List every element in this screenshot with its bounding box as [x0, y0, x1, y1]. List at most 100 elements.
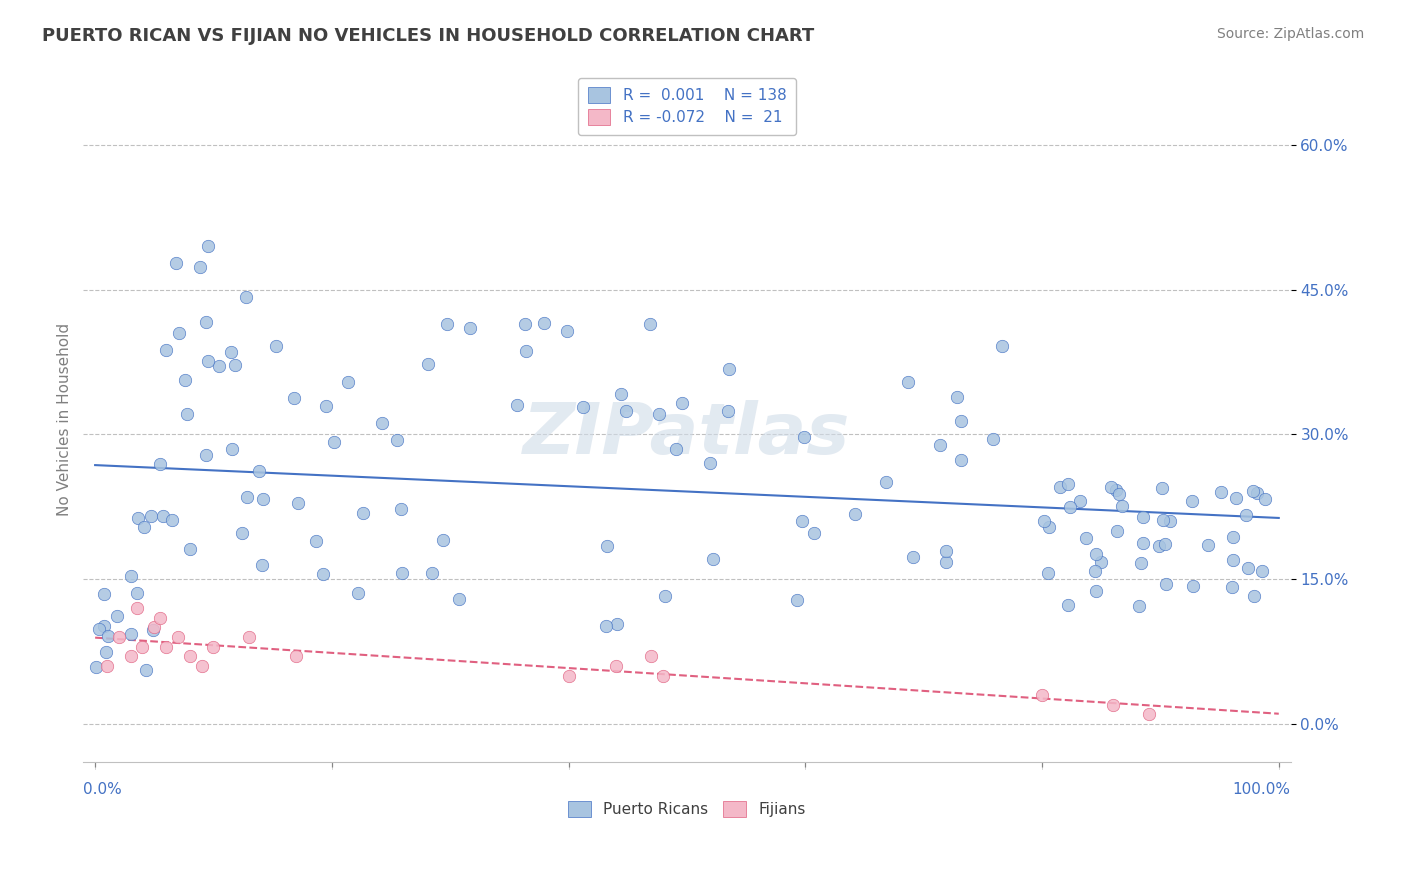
Point [572, 401, 595, 415]
Point [179, 541, 201, 556]
Point [1076, 531, 1098, 545]
Point [638, 318, 661, 332]
Point [875, 475, 897, 489]
Point [1154, 576, 1177, 591]
Point [190, 659, 212, 673]
Point [1090, 555, 1112, 569]
Point [202, 640, 225, 654]
Point [387, 433, 409, 447]
Point [179, 649, 201, 664]
Point [1237, 561, 1260, 575]
Point [1152, 482, 1174, 496]
Point [93, 619, 115, 633]
Point [1084, 564, 1107, 578]
Point [238, 630, 260, 644]
Point [897, 375, 920, 389]
Point [793, 430, 815, 444]
Point [197, 239, 219, 253]
Point [1243, 589, 1265, 603]
Point [1132, 536, 1154, 550]
Point [786, 593, 808, 607]
Text: 0.0%: 0.0% [83, 781, 122, 797]
Point [1032, 514, 1054, 528]
Point [1254, 492, 1277, 507]
Point [283, 391, 305, 405]
Point [458, 321, 481, 335]
Point [1085, 583, 1108, 598]
Point [107, 630, 129, 644]
Point [702, 551, 724, 566]
Point [1132, 510, 1154, 524]
Point [665, 442, 688, 456]
Point [149, 611, 172, 625]
Point [1099, 480, 1122, 494]
Point [315, 399, 337, 413]
Point [105, 609, 128, 624]
Point [264, 339, 287, 353]
Point [1251, 564, 1274, 578]
Point [252, 491, 274, 506]
Point [287, 496, 309, 510]
Point [149, 457, 172, 471]
Point [1036, 566, 1059, 580]
Point [595, 618, 617, 632]
Point [1102, 698, 1125, 712]
Point [1031, 688, 1053, 702]
Point [152, 509, 174, 524]
Point [1234, 508, 1257, 523]
Point [792, 514, 814, 528]
Point [648, 407, 671, 421]
Point [87, 622, 110, 636]
Point [155, 640, 177, 654]
Point [176, 407, 198, 421]
Point [127, 510, 149, 524]
Point [141, 509, 163, 524]
Point [1152, 513, 1174, 527]
Point [235, 290, 257, 304]
Point [718, 362, 741, 376]
Point [120, 649, 142, 664]
Y-axis label: No Vehicles in Household: No Vehicles in Household [58, 324, 72, 516]
Point [420, 566, 443, 580]
Point [513, 317, 536, 331]
Point [134, 519, 156, 533]
Point [929, 438, 952, 452]
Point [125, 601, 148, 615]
Point [97, 629, 120, 643]
Text: 100.0%: 100.0% [1233, 781, 1291, 797]
Point [195, 315, 218, 329]
Point [1222, 553, 1244, 567]
Point [143, 620, 166, 634]
Point [803, 526, 825, 541]
Point [131, 640, 153, 654]
Point [285, 649, 308, 664]
Point [436, 318, 458, 332]
Point [221, 442, 243, 456]
Point [125, 586, 148, 600]
Point [188, 260, 211, 274]
Point [305, 533, 328, 548]
Point [1246, 486, 1268, 500]
Text: Source: ZipAtlas.com: Source: ZipAtlas.com [1216, 27, 1364, 41]
Point [1107, 524, 1129, 538]
Point [249, 464, 271, 478]
Point [1069, 494, 1091, 508]
Point [167, 326, 190, 341]
Point [418, 357, 440, 371]
Point [322, 435, 344, 450]
Point [195, 448, 218, 462]
Point [1105, 483, 1128, 497]
Point [991, 339, 1014, 353]
Point [120, 627, 142, 641]
Point [1056, 598, 1078, 612]
Point [1222, 530, 1244, 544]
Legend: Puerto Ricans, Fijians: Puerto Ricans, Fijians [562, 795, 813, 823]
Point [949, 453, 972, 467]
Point [165, 256, 187, 270]
Point [219, 345, 242, 359]
Point [312, 566, 335, 581]
Point [557, 668, 579, 682]
Point [173, 373, 195, 387]
Point [1137, 707, 1160, 722]
Point [640, 649, 662, 664]
